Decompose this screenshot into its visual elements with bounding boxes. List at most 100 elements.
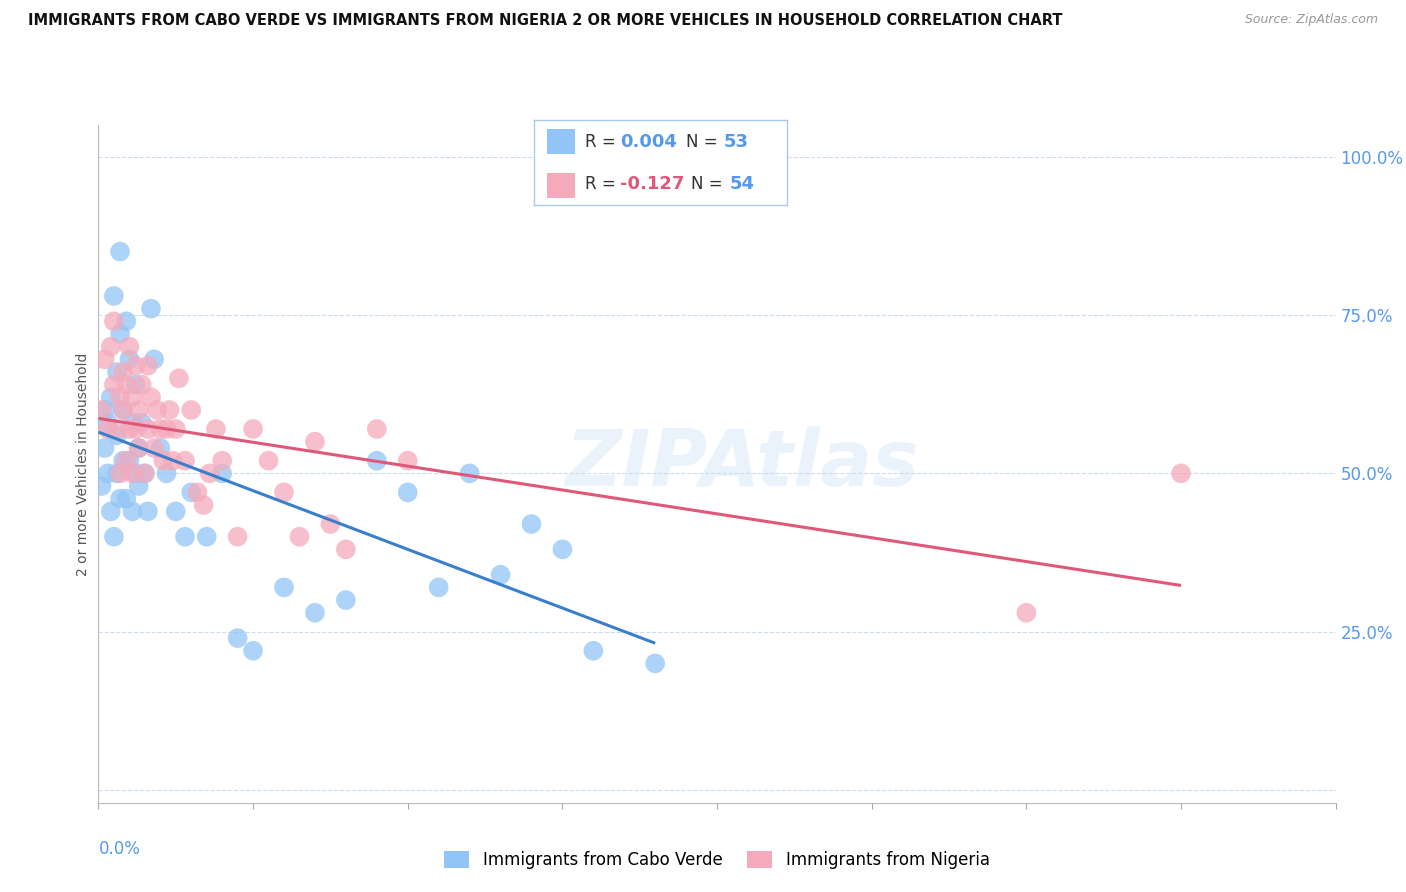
- Point: [128, 479, 150, 493]
- Point: [193, 498, 215, 512]
- Point: [165, 504, 187, 518]
- Text: 0.004: 0.004: [620, 133, 678, 151]
- Point: [186, 485, 208, 500]
- Point: [149, 422, 172, 436]
- Point: [118, 340, 141, 354]
- Point: [97, 467, 120, 481]
- Point: [366, 453, 388, 467]
- Point: [121, 416, 143, 430]
- Point: [458, 467, 481, 481]
- Point: [100, 390, 122, 404]
- Point: [134, 467, 156, 481]
- Point: [136, 359, 159, 373]
- Point: [100, 504, 122, 518]
- Point: [93, 352, 115, 367]
- Point: [335, 593, 357, 607]
- Point: [396, 485, 419, 500]
- Point: [115, 491, 138, 506]
- Point: [108, 244, 131, 259]
- Point: [103, 314, 125, 328]
- Point: [139, 301, 162, 316]
- Point: [105, 467, 128, 481]
- FancyBboxPatch shape: [547, 129, 575, 154]
- Point: [108, 390, 131, 404]
- Point: [152, 453, 174, 467]
- Point: [118, 453, 141, 467]
- Point: [105, 365, 128, 379]
- Point: [205, 422, 228, 436]
- Text: ZIPAtlas: ZIPAtlas: [565, 425, 918, 502]
- Point: [97, 416, 120, 430]
- Point: [103, 530, 125, 544]
- Point: [136, 422, 159, 436]
- Point: [128, 441, 150, 455]
- Point: [195, 530, 218, 544]
- Point: [97, 422, 120, 436]
- Text: R =: R =: [585, 175, 621, 193]
- Point: [162, 453, 184, 467]
- Point: [143, 441, 166, 455]
- Point: [103, 289, 125, 303]
- Text: IMMIGRANTS FROM CABO VERDE VS IMMIGRANTS FROM NIGERIA 2 OR MORE VEHICLES IN HOUS: IMMIGRANTS FROM CABO VERDE VS IMMIGRANTS…: [28, 13, 1063, 29]
- Point: [489, 567, 512, 582]
- Point: [167, 371, 190, 385]
- Point: [134, 467, 156, 481]
- Point: [108, 491, 131, 506]
- Point: [124, 377, 146, 392]
- Point: [520, 516, 543, 531]
- Point: [118, 422, 141, 436]
- Point: [319, 516, 342, 531]
- Point: [118, 352, 141, 367]
- Point: [396, 453, 419, 467]
- Point: [1170, 467, 1192, 481]
- Point: [159, 403, 181, 417]
- Point: [100, 340, 122, 354]
- Point: [121, 504, 143, 518]
- Text: R =: R =: [585, 133, 621, 151]
- Point: [105, 422, 128, 436]
- Point: [273, 485, 295, 500]
- Point: [131, 377, 153, 392]
- Point: [112, 403, 135, 417]
- Point: [149, 441, 172, 455]
- Point: [155, 422, 177, 436]
- Point: [257, 453, 280, 467]
- Point: [174, 530, 197, 544]
- Point: [211, 467, 233, 481]
- Point: [128, 441, 150, 455]
- Text: N =: N =: [692, 175, 728, 193]
- Point: [198, 467, 221, 481]
- Point: [90, 479, 112, 493]
- Point: [226, 530, 249, 544]
- Point: [242, 422, 264, 436]
- Point: [226, 631, 249, 645]
- Point: [174, 453, 197, 467]
- Point: [242, 644, 264, 658]
- Point: [146, 403, 169, 417]
- Point: [165, 422, 187, 436]
- Text: -0.127: -0.127: [620, 175, 685, 193]
- Y-axis label: 2 or more Vehicles in Household: 2 or more Vehicles in Household: [76, 352, 90, 575]
- Legend: Immigrants from Cabo Verde, Immigrants from Nigeria: Immigrants from Cabo Verde, Immigrants f…: [437, 845, 997, 876]
- Point: [105, 428, 128, 442]
- Text: Source: ZipAtlas.com: Source: ZipAtlas.com: [1244, 13, 1378, 27]
- Point: [108, 467, 131, 481]
- Point: [131, 416, 153, 430]
- Point: [124, 359, 146, 373]
- Point: [304, 606, 326, 620]
- Point: [115, 377, 138, 392]
- Point: [115, 453, 138, 467]
- Text: 54: 54: [730, 175, 754, 193]
- FancyBboxPatch shape: [547, 173, 575, 198]
- Point: [90, 403, 112, 417]
- Point: [155, 467, 177, 481]
- Text: 0.0%: 0.0%: [98, 840, 141, 858]
- Point: [582, 644, 605, 658]
- Point: [93, 403, 115, 417]
- Point: [112, 365, 135, 379]
- Point: [121, 467, 143, 481]
- Point: [112, 453, 135, 467]
- Point: [1015, 606, 1038, 620]
- Point: [288, 530, 311, 544]
- Text: 53: 53: [724, 133, 749, 151]
